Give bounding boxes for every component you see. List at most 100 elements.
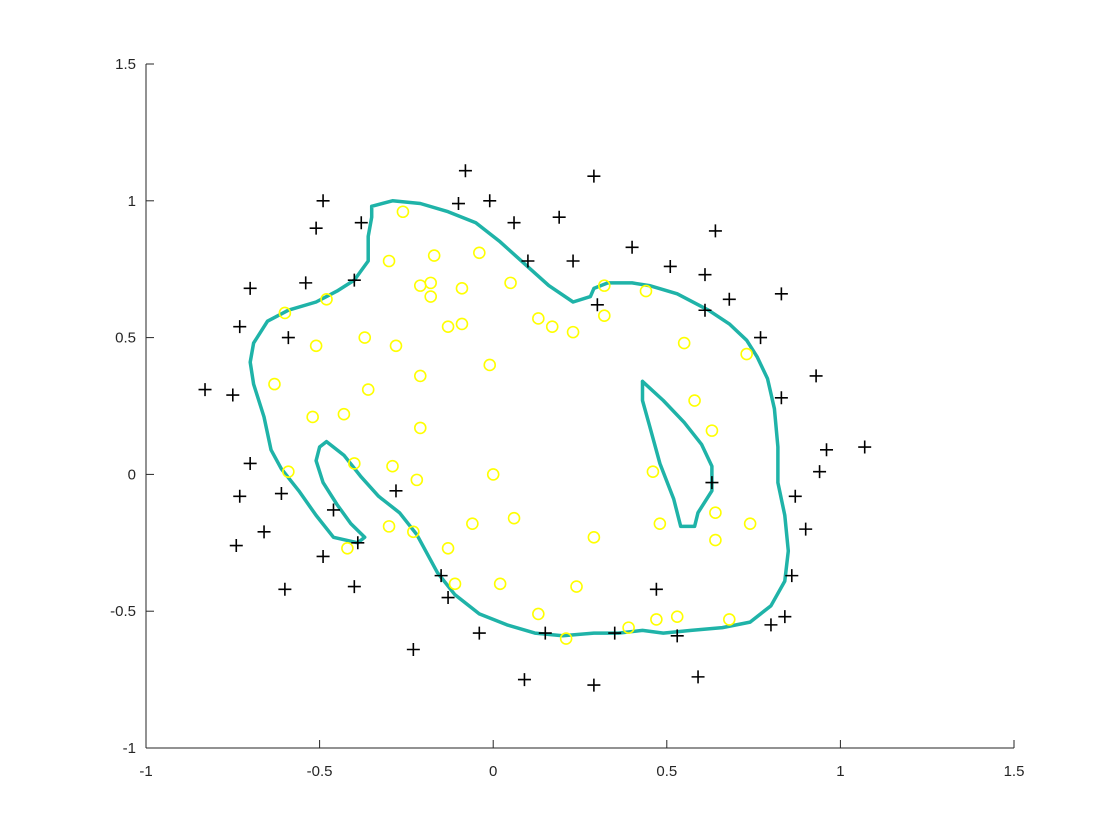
negative-point <box>282 465 295 478</box>
positive-point <box>698 303 712 317</box>
positive-point <box>243 281 257 295</box>
boundary-curve-2 <box>640 379 714 529</box>
y-tick-label: -0.5 <box>110 603 136 620</box>
negative-point <box>268 377 281 391</box>
negative-point <box>309 339 323 353</box>
negative-point <box>507 511 521 525</box>
positive-points <box>198 164 872 692</box>
decision-boundary <box>248 199 791 638</box>
positive-point <box>813 465 827 479</box>
negative-point <box>389 339 403 353</box>
y-tick-label: 0.5 <box>115 330 136 347</box>
boundary-curve-1 <box>248 199 791 638</box>
negative-point <box>650 613 663 626</box>
negative-point <box>483 358 497 372</box>
positive-point <box>858 440 872 454</box>
positive-point <box>451 197 465 211</box>
positive-point <box>670 629 684 643</box>
positive-point <box>198 383 212 397</box>
x-tick-label: 1 <box>836 763 844 780</box>
positive-point <box>229 539 243 553</box>
positive-point <box>754 331 768 345</box>
negative-point <box>598 309 611 323</box>
negative-point <box>709 533 722 547</box>
positive-point <box>278 582 292 596</box>
positive-point <box>778 610 792 624</box>
negative-point <box>493 577 507 591</box>
positive-point <box>521 254 535 268</box>
negative-point <box>413 279 427 292</box>
negative-point <box>566 325 580 339</box>
negative-point <box>424 290 438 303</box>
negative-point <box>532 607 545 621</box>
negative-point <box>705 424 719 437</box>
positive-point <box>233 320 247 334</box>
negative-point <box>587 531 601 544</box>
negative-point <box>473 246 486 260</box>
positive-point <box>799 522 813 536</box>
positive-point <box>722 292 736 306</box>
negative-point <box>504 276 517 290</box>
x-tick-label: -1 <box>139 763 152 780</box>
positive-point <box>326 503 340 517</box>
negative-point <box>382 520 396 533</box>
negative-point <box>455 282 469 295</box>
positive-point <box>552 210 566 224</box>
positive-point <box>698 268 712 282</box>
positive-point <box>299 276 313 290</box>
negative-point <box>653 517 667 530</box>
negative-point <box>598 279 611 292</box>
negative-point <box>386 459 399 473</box>
positive-point <box>507 216 521 230</box>
positive-point <box>281 331 295 345</box>
negative-point <box>358 331 372 344</box>
y-tick-label: 1 <box>128 193 136 210</box>
negative-point <box>396 205 410 219</box>
positive-point <box>764 618 778 632</box>
positive-point <box>517 673 531 687</box>
negative-point <box>348 457 361 470</box>
y-tick-label: 1.5 <box>115 56 136 73</box>
negative-point <box>545 320 559 333</box>
x-tick-label: -0.5 <box>307 763 333 780</box>
positive-point <box>347 580 361 594</box>
negative-point <box>622 621 635 634</box>
positive-point <box>691 670 705 684</box>
positive-point <box>243 456 257 470</box>
positive-point <box>538 626 552 640</box>
y-axis: -1 -0.5 0 0.5 1 1.5 <box>110 56 154 757</box>
positive-point <box>566 254 580 268</box>
negative-point <box>427 249 441 262</box>
negative-point <box>341 541 354 555</box>
positive-point <box>274 487 288 501</box>
positive-point <box>590 298 604 312</box>
negative-point <box>570 580 583 593</box>
positive-point <box>809 369 823 383</box>
positive-point <box>785 569 799 583</box>
negative-point <box>361 383 375 396</box>
x-tick-label: 0.5 <box>656 763 677 780</box>
positive-point <box>257 525 271 539</box>
negative-point <box>740 347 753 361</box>
positive-point <box>441 591 455 605</box>
y-tick-label: 0 <box>128 466 136 483</box>
negative-point <box>688 394 701 407</box>
positive-point <box>608 626 622 640</box>
negative-point <box>413 421 427 435</box>
positive-point <box>351 536 365 550</box>
negative-point <box>743 517 757 530</box>
negative-point <box>448 577 462 591</box>
positive-point <box>708 224 722 238</box>
positive-point <box>705 476 719 490</box>
negative-point <box>410 473 424 487</box>
negative-point <box>722 613 736 626</box>
positive-point <box>663 259 677 273</box>
positive-point <box>389 484 403 498</box>
negative-point <box>424 276 438 290</box>
positive-point <box>649 582 663 596</box>
positive-point <box>587 169 601 183</box>
negative-point <box>413 369 427 383</box>
negative-point <box>466 517 479 530</box>
positive-point <box>226 388 240 402</box>
